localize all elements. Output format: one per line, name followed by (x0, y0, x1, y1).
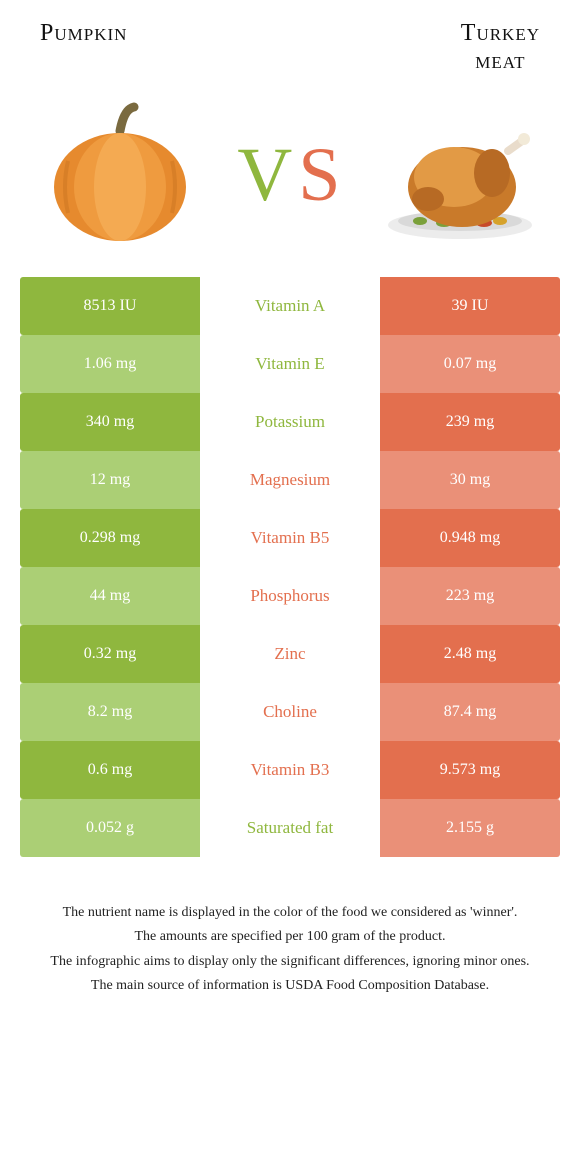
left-value: 340 mg (20, 393, 200, 451)
nutrient-table: 8513 IUVitamin A39 IU1.06 mgVitamin E0.0… (20, 277, 560, 857)
nutrient-name: Choline (200, 683, 380, 741)
nutrient-name: Vitamin E (200, 335, 380, 393)
table-row: 1.06 mgVitamin E0.07 mg (20, 335, 560, 393)
left-value: 0.32 mg (20, 625, 200, 683)
nutrient-name: Magnesium (200, 451, 380, 509)
right-value: 30 mg (380, 451, 560, 509)
nutrient-name: Vitamin B5 (200, 509, 380, 567)
footnote-line: The infographic aims to display only the… (38, 952, 542, 972)
left-value: 0.298 mg (20, 509, 200, 567)
nutrient-name: Potassium (200, 393, 380, 451)
left-value: 1.06 mg (20, 335, 200, 393)
vs-s: S (298, 132, 342, 219)
nutrient-name: Saturated fat (200, 799, 380, 857)
table-row: 8.2 mgCholine87.4 mg (20, 683, 560, 741)
footnote-line: The amounts are specified per 100 gram o… (38, 927, 542, 947)
left-value: 44 mg (20, 567, 200, 625)
table-row: 0.052 gSaturated fat2.155 g (20, 799, 560, 857)
turkey-image (380, 95, 540, 255)
nutrient-name: Zinc (200, 625, 380, 683)
table-row: 8513 IUVitamin A39 IU (20, 277, 560, 335)
nutrient-name: Phosphorus (200, 567, 380, 625)
right-value: 87.4 mg (380, 683, 560, 741)
table-row: 0.32 mgZinc2.48 mg (20, 625, 560, 683)
right-value: 2.155 g (380, 799, 560, 857)
right-value: 9.573 mg (380, 741, 560, 799)
nutrient-name: Vitamin A (200, 277, 380, 335)
vs-v: V (237, 132, 294, 219)
left-title: Pumpkin (40, 20, 127, 75)
right-value: 0.948 mg (380, 509, 560, 567)
left-value: 8513 IU (20, 277, 200, 335)
comparison-infographic: Pumpkin Turkey meat VS (0, 0, 580, 1040)
right-value: 239 mg (380, 393, 560, 451)
right-value: 39 IU (380, 277, 560, 335)
table-row: 340 mgPotassium239 mg (20, 393, 560, 451)
left-value: 12 mg (20, 451, 200, 509)
left-value: 0.052 g (20, 799, 200, 857)
left-value: 8.2 mg (20, 683, 200, 741)
vs-label: VS (237, 132, 342, 219)
footnotes: The nutrient name is displayed in the co… (0, 857, 580, 1040)
right-value: 223 mg (380, 567, 560, 625)
right-title: Turkey meat (461, 20, 540, 75)
right-value: 2.48 mg (380, 625, 560, 683)
right-value: 0.07 mg (380, 335, 560, 393)
left-value: 0.6 mg (20, 741, 200, 799)
title-row: Pumpkin Turkey meat (0, 0, 580, 85)
table-row: 0.6 mgVitamin B39.573 mg (20, 741, 560, 799)
table-row: 44 mgPhosphorus223 mg (20, 567, 560, 625)
table-row: 12 mgMagnesium30 mg (20, 451, 560, 509)
pumpkin-image (40, 95, 200, 255)
footnote-line: The nutrient name is displayed in the co… (38, 903, 542, 923)
footnote-line: The main source of information is USDA F… (38, 976, 542, 996)
table-row: 0.298 mgVitamin B50.948 mg (20, 509, 560, 567)
nutrient-name: Vitamin B3 (200, 741, 380, 799)
hero-row: VS (0, 85, 580, 269)
